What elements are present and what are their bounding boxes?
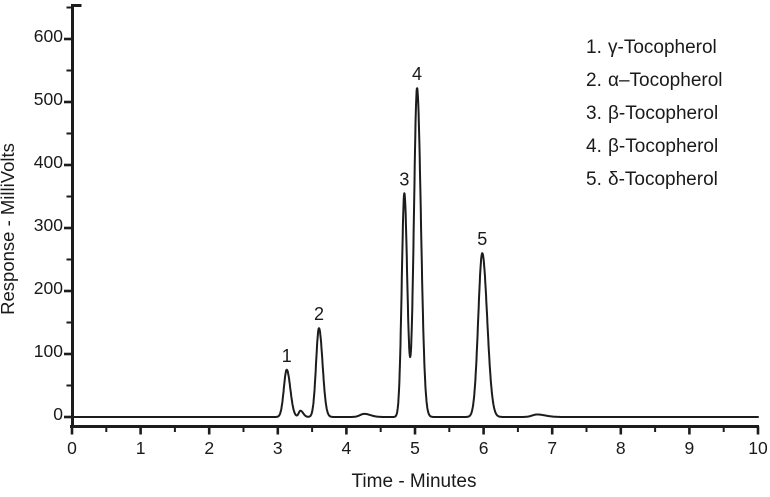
legend-item-compound: β-Tocopherol <box>608 136 719 157</box>
tick-labels: 0 100 200 300 400 500 600 0 1 2 3 4 5 6 7 8 9 10 <box>34 26 768 458</box>
x-tick-label: 1 <box>136 438 146 458</box>
legend-item-compound: γ-Tocopherol <box>608 37 717 58</box>
y-tick-label: 100 <box>34 341 63 361</box>
peak-label-2: 2 <box>314 304 324 324</box>
legend-item-compound: δ-Tocopherol <box>608 169 718 190</box>
legend-item-number: 4. <box>586 136 602 157</box>
legend-item-number: 2. <box>586 70 602 91</box>
x-tick-label: 3 <box>273 438 283 458</box>
x-axis-title: Time - Minutes <box>352 471 477 492</box>
x-tick-label: 7 <box>547 438 557 458</box>
chromatogram-trace <box>71 87 759 418</box>
y-tick-label: 300 <box>34 215 63 235</box>
x-tick-label: 2 <box>204 438 214 458</box>
y-tick-label: 600 <box>34 26 63 46</box>
y-tick-label: 0 <box>53 404 63 424</box>
legend: 1. γ-Tocopherol 2. α–Tocopherol 3. β-Tocoph… <box>586 31 723 196</box>
y-tick-label: 400 <box>34 152 63 172</box>
axes <box>64 4 760 435</box>
peak-label-1: 1 <box>282 346 292 366</box>
trace-line <box>71 87 759 418</box>
x-tick-label: 5 <box>410 438 420 458</box>
legend-item-1: 1. γ-Tocopherol <box>586 31 723 64</box>
legend-item-2: 2. α–Tocopherol <box>586 64 723 97</box>
legend-item-4: 4. β-Tocopherol <box>586 130 723 163</box>
legend-item-compound: α–Tocopherol <box>608 70 723 91</box>
x-tick-label: 6 <box>479 438 489 458</box>
peak-label-4: 4 <box>412 64 422 84</box>
x-tick-label: 10 <box>748 438 768 458</box>
x-tick-label: 8 <box>616 438 626 458</box>
x-tick-label: 4 <box>342 438 352 458</box>
legend-item-3: 3. β-Tocopherol <box>586 97 723 130</box>
legend-item-number: 1. <box>586 37 602 58</box>
peak-number-labels: 1 2 3 4 5 <box>282 64 488 366</box>
legend-item-number: 3. <box>586 103 602 124</box>
legend-item-number: 5. <box>586 169 602 190</box>
legend-item-5: 5. δ-Tocopherol <box>586 163 723 196</box>
y-tick-label: 200 <box>34 278 63 298</box>
peak-label-3: 3 <box>399 169 409 189</box>
peak-label-5: 5 <box>477 229 487 249</box>
y-tick-label: 500 <box>34 89 63 109</box>
x-tick-label: 0 <box>67 438 77 458</box>
y-axis-title: Response - MilliVolts <box>0 143 18 315</box>
x-tick-label: 9 <box>685 438 695 458</box>
legend-item-compound: β-Tocopherol <box>608 103 719 124</box>
